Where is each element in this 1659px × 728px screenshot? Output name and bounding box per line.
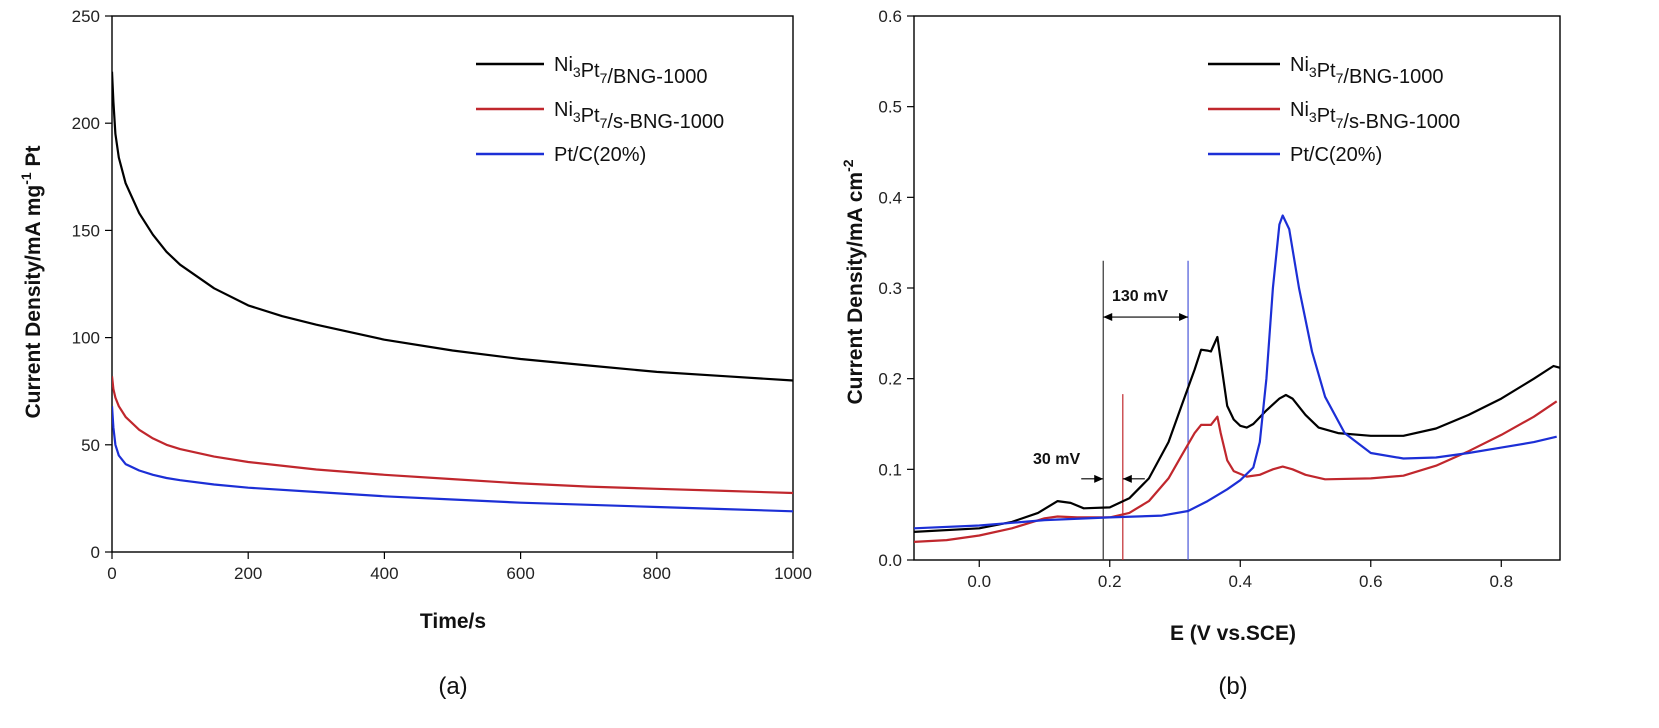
annotation-130mv-arrowhead-left: [1103, 313, 1113, 322]
panel-a-label: (a): [438, 673, 467, 700]
x-tick-label-a: 200: [234, 564, 262, 583]
x-tick-label-a: 600: [506, 564, 534, 583]
legend-label-a-0: Ni3Pt7/BNG-1000: [554, 54, 707, 88]
annotation-30mv-arrowhead-left: [1094, 474, 1104, 483]
x-tick-label-b: 0.8: [1489, 572, 1513, 591]
y-tick-label-b: 0.4: [878, 188, 902, 207]
y-tick-label-b: 0.2: [878, 370, 902, 389]
x-tick-label-a: 0: [107, 564, 116, 583]
plot-frame-b: [913, 15, 1561, 561]
y-tick-label-a: 0: [91, 543, 100, 562]
annotation-30mv-arrowhead-right: [1122, 474, 1132, 483]
legend-label-b-0: Ni3Pt7/BNG-1000: [1290, 54, 1443, 88]
y-tick-label-b: 0.3: [878, 279, 902, 298]
panel-b-y-axis-title: Current Density/mA cm-2: [840, 159, 867, 404]
legend-label-b-1: Ni3Pt7/s-BNG-1000: [1290, 99, 1460, 133]
x-tick-label-a: 800: [643, 564, 671, 583]
panel-b-label: (b): [1218, 673, 1247, 700]
y-tick-label-a: 150: [72, 221, 100, 240]
series-line-b-0: [914, 335, 1560, 533]
x-tick-label-b: 0.6: [1359, 572, 1383, 591]
legend-label-a-1: Ni3Pt7/s-BNG-1000: [554, 99, 724, 133]
x-tick-label-b: 0.2: [1098, 572, 1122, 591]
series-line-a-0: [112, 71, 793, 382]
legend-label-b-2: Pt/C(20%): [1290, 144, 1382, 166]
annotation-130mv-label: 130 mV: [1112, 288, 1168, 305]
x-tick-label-a: 400: [370, 564, 398, 583]
y-tick-label-a: 50: [81, 436, 100, 455]
legend-label-a-2: Pt/C(20%): [554, 144, 646, 166]
plot-frame-a: [111, 15, 794, 553]
y-tick-label-b: 0.1: [878, 460, 902, 479]
y-tick-label-a: 100: [72, 329, 100, 348]
y-tick-label-b: 0.6: [878, 7, 902, 26]
series-line-a-1: [112, 376, 793, 495]
annotation-130mv-arrowhead-right: [1179, 313, 1189, 322]
y-tick-label-a: 200: [72, 114, 100, 133]
series-line-b-1: [914, 400, 1558, 543]
panel-a-y-axis-title: Current Density/mA mg-1 Pt: [18, 145, 45, 418]
panel-b-x-axis-title: E (V vs.SCE): [1170, 622, 1296, 645]
series-line-a-2: [112, 406, 793, 513]
panel-b: Current Density/mA cm-2 E (V vs.SCE) (b)…: [840, 7, 1561, 700]
series-line-b-2: [914, 214, 1557, 530]
y-tick-label-b: 0.5: [878, 98, 902, 117]
panel-a-x-axis-title: Time/s: [420, 610, 486, 633]
y-tick-label-a: 250: [72, 7, 100, 26]
annotation-30mv-label: 30 mV: [1033, 451, 1080, 468]
x-tick-label-a: 1000: [774, 564, 812, 583]
panel-a: Current Density/mA mg-1 Pt Time/s (a) 0 2…: [18, 7, 812, 700]
x-tick-label-b: 0.0: [967, 572, 991, 591]
y-tick-label-b: 0.0: [878, 551, 902, 570]
x-tick-label-b: 0.4: [1228, 572, 1252, 591]
